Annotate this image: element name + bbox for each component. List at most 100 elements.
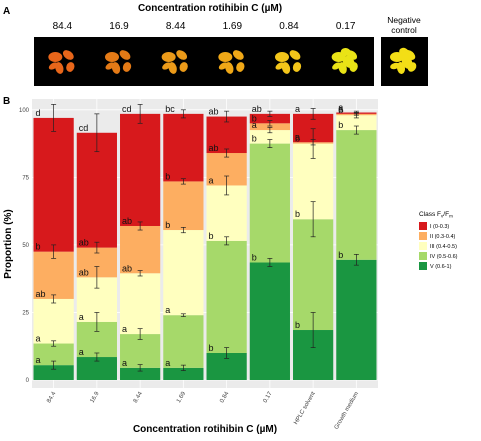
bar-segment — [336, 259, 377, 380]
legend-entry: III (0.4-0.5) — [430, 244, 457, 250]
error-bars — [51, 104, 359, 372]
significance-letter: b — [338, 120, 343, 130]
significance-letter: a — [122, 324, 127, 334]
leaf-tiles — [48, 47, 358, 74]
leaf-disc — [390, 62, 400, 70]
significance-letter: a — [338, 104, 343, 114]
concentration-label: 0.84 — [279, 21, 299, 32]
significance-letter: b — [295, 320, 300, 330]
significance-letter: a — [79, 347, 84, 357]
significance-letter: b — [295, 209, 300, 219]
leaf-disc — [289, 50, 301, 60]
legend-entry: IV (0.5-0.6) — [430, 254, 458, 260]
significance-letter: cd — [122, 104, 132, 114]
leaf-disc — [236, 62, 245, 72]
leaf-disc — [179, 62, 188, 72]
leaf-disc — [275, 62, 285, 70]
bar-segment — [249, 123, 290, 131]
significance-letter: b — [295, 134, 300, 144]
x-tick-label: 1.69 — [176, 390, 187, 404]
significance-letter: b — [165, 171, 170, 181]
negative-control-leaves — [390, 47, 417, 74]
leaf-disc — [48, 52, 63, 62]
bar-segment — [336, 115, 377, 131]
bar-segment — [120, 273, 161, 335]
legend-swatch — [419, 262, 427, 270]
significance-letter: a — [165, 305, 170, 315]
concentration-label: 84.4 — [53, 21, 73, 32]
legend-swatch — [419, 232, 427, 240]
bar-segment — [293, 219, 334, 331]
bar-segment — [33, 365, 74, 380]
x-tick-label: HPLC solvent — [293, 391, 317, 426]
bar-segment — [249, 113, 290, 124]
y-tick-label: 50 — [22, 243, 29, 249]
leaf-disc — [62, 50, 74, 60]
leaf-disc — [390, 52, 404, 62]
concentration-label: 0.17 — [336, 21, 356, 32]
leaf-disc — [176, 50, 188, 60]
significance-letter: b — [209, 231, 214, 241]
significance-letter: ab — [209, 107, 219, 117]
legend-entry: I (0-0.3) — [430, 224, 449, 230]
x-tick-label: 8.44 — [133, 390, 144, 404]
leaf-disc — [218, 52, 233, 62]
x-axis-label: Concentration rotihibin C (µM) — [133, 424, 277, 435]
significance-letter: a — [36, 355, 41, 365]
legend-swatch — [419, 242, 427, 250]
legend-title: Class Fv/Fm — [419, 211, 453, 219]
significance-letter: ab — [122, 216, 132, 226]
significance-letter: a — [295, 104, 300, 114]
significance-letter: b — [338, 250, 343, 260]
bar-segment — [120, 225, 161, 274]
leaf-disc — [399, 47, 409, 57]
concentration-label: 8.44 — [166, 21, 186, 32]
significance-letter: b — [252, 134, 257, 144]
bar-segment — [249, 130, 290, 144]
significance-letter: bc — [165, 104, 175, 114]
leaf-disc — [292, 62, 302, 72]
significance-letter: b — [36, 242, 41, 252]
y-tick-labels: 0 25 50 75 100 — [19, 108, 30, 384]
y-tick-label: 0 — [26, 378, 30, 384]
legend-swatch — [419, 252, 427, 260]
significance-letter: b — [165, 220, 170, 230]
significance-letter: ab — [36, 289, 46, 299]
concentration-label: 16.9 — [109, 21, 129, 32]
bar-segment — [163, 367, 204, 380]
leaf-disc — [161, 52, 176, 62]
bar-segment — [163, 230, 204, 316]
concentration-labels: 84.4 16.9 8.44 1.69 0.84 0.17 — [53, 21, 356, 32]
significance-letter: a — [252, 120, 257, 130]
leaf-disc — [66, 62, 75, 72]
significance-letter: a — [295, 132, 300, 142]
x-tick-label: 84.4 — [46, 390, 57, 404]
legend: Class Fv/Fm I (0-0.3) II (0.3-0.4) III (0.… — [419, 211, 458, 270]
legend-swatch — [419, 222, 427, 230]
significance-letter: a — [165, 358, 170, 368]
bar-segment — [120, 367, 161, 380]
bar-segment — [120, 113, 161, 226]
significance-letter: b — [252, 113, 257, 123]
bar-segment — [249, 143, 290, 263]
significance-letter: ab — [79, 267, 89, 277]
leaf-disc — [275, 52, 289, 62]
bar-segment — [163, 181, 204, 231]
bar-segment — [206, 116, 247, 154]
significance-letter: a — [36, 334, 41, 344]
bar-segment — [33, 117, 74, 252]
legend-entry: II (0.3-0.4) — [430, 234, 456, 240]
leaf-disc — [48, 62, 58, 70]
y-tick-label: 75 — [22, 175, 29, 181]
significance-letter: d — [36, 108, 41, 118]
significance-letter: ab — [79, 238, 89, 248]
panel-a-title: Concentration rotihibin C (µM) — [138, 3, 282, 14]
significance-letters: aaabbdaaababcdaaababcdaabbbcbbaababbbaba… — [36, 103, 344, 368]
y-tick-label: 100 — [19, 108, 30, 114]
x-tick-label: Growth medium — [334, 391, 360, 431]
bar-segment — [206, 240, 247, 353]
significance-letter: a — [79, 312, 84, 322]
significance-letter: ab — [209, 143, 219, 153]
leaf-disc — [401, 55, 413, 69]
